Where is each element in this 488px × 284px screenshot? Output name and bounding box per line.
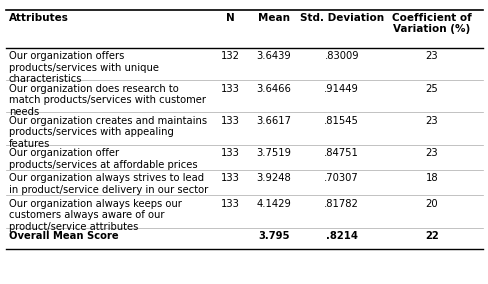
Text: .70307: .70307 — [324, 174, 358, 183]
Text: 18: 18 — [425, 174, 437, 183]
Text: .81545: .81545 — [324, 116, 359, 126]
Text: Attributes: Attributes — [9, 12, 68, 23]
Text: 23: 23 — [425, 148, 437, 158]
Text: 133: 133 — [220, 174, 239, 183]
Text: 133: 133 — [220, 148, 239, 158]
Text: .83009: .83009 — [324, 51, 358, 61]
Text: 3.6466: 3.6466 — [256, 83, 290, 93]
Text: 3.6439: 3.6439 — [256, 51, 290, 61]
Text: 4.1429: 4.1429 — [256, 199, 290, 209]
Text: 3.7519: 3.7519 — [256, 148, 290, 158]
Text: 23: 23 — [425, 116, 437, 126]
Text: 22: 22 — [424, 231, 438, 241]
Text: Our organization offer
products/services at affordable prices: Our organization offer products/services… — [9, 148, 197, 170]
Text: Our organization offers
products/services with unique
characteristics: Our organization offers products/service… — [9, 51, 159, 84]
Text: 132: 132 — [220, 51, 239, 61]
Text: Overall Mean Score: Overall Mean Score — [9, 231, 118, 241]
Text: 133: 133 — [220, 116, 239, 126]
Text: .84751: .84751 — [324, 148, 359, 158]
Text: Our organization always keeps our
customers always aware of our
product/service : Our organization always keeps our custom… — [9, 199, 181, 232]
Text: 20: 20 — [425, 199, 437, 209]
Text: Our organization does research to
match products/services with customer
needs: Our organization does research to match … — [9, 83, 205, 117]
Text: Mean: Mean — [257, 12, 289, 23]
Text: 3.6617: 3.6617 — [256, 116, 290, 126]
Text: 133: 133 — [220, 83, 239, 93]
Text: .91449: .91449 — [324, 83, 359, 93]
Text: 25: 25 — [425, 83, 437, 93]
Text: Our organization creates and maintains
products/services with appealing
features: Our organization creates and maintains p… — [9, 116, 206, 149]
Text: .8214: .8214 — [325, 231, 357, 241]
Text: 3.795: 3.795 — [257, 231, 289, 241]
Text: Std. Deviation: Std. Deviation — [299, 12, 383, 23]
Text: Coefficient of
Variation (%): Coefficient of Variation (%) — [391, 12, 470, 34]
Text: .81782: .81782 — [324, 199, 359, 209]
Text: 3.9248: 3.9248 — [256, 174, 290, 183]
Text: 23: 23 — [425, 51, 437, 61]
Text: N: N — [225, 12, 234, 23]
Text: Our organization always strives to lead
in product/service delivery in our secto: Our organization always strives to lead … — [9, 174, 207, 195]
Text: 133: 133 — [220, 199, 239, 209]
